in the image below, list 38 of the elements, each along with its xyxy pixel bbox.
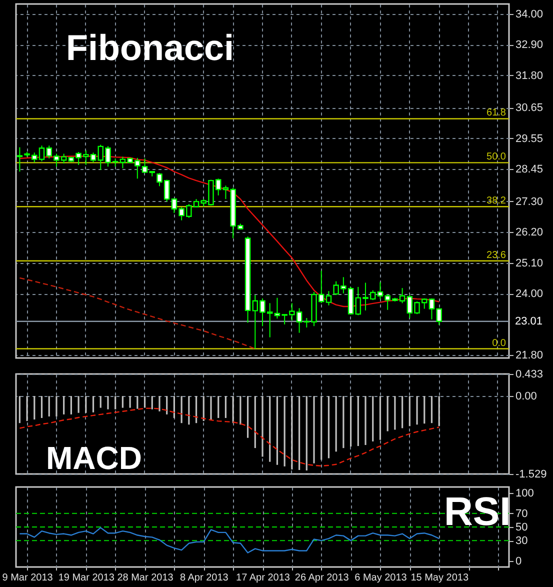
y-tick-label: 28.45	[516, 164, 544, 176]
x-tick-label: 8 Apr 2013	[180, 572, 229, 584]
candlestick	[326, 290, 332, 306]
y-tick-label: 30	[516, 535, 528, 548]
annotation: Fibonacci	[66, 27, 234, 68]
x-tick-label: 17 Apr 2013	[236, 572, 290, 584]
y-tick-label: 25.10	[516, 257, 544, 270]
line-series	[19, 277, 256, 350]
y-tick-label: 0.00	[516, 390, 537, 403]
x-tick-label: 19 Mar 2013	[58, 572, 115, 584]
ref-line-label: 23.01	[515, 315, 543, 328]
annotation: 50.0	[486, 152, 506, 163]
y-tick-label: 27.30	[516, 196, 544, 208]
annotation: 61.8	[486, 108, 506, 119]
y-tick-label: -1.529	[516, 468, 547, 480]
y-tick-label: 29.55	[516, 132, 544, 145]
y-tick-label: 26.20	[516, 226, 544, 239]
y-tick-label: 70	[516, 508, 528, 520]
y-tick-label: 30.65	[516, 102, 544, 114]
y-tick-label: 32.90	[516, 39, 544, 52]
x-tick-label: 6 May 2013	[354, 572, 408, 584]
y-tick-label: 0	[516, 555, 522, 568]
annotation: 23.6	[486, 250, 506, 261]
y-tick-label: 0.433	[516, 368, 544, 380]
x-tick-label: 28 Mar 2013	[117, 572, 174, 584]
y-tick-label: 24.00	[516, 288, 544, 300]
y-tick-label: 31.80	[516, 70, 544, 82]
y-tick-label: 34.00	[516, 8, 544, 20]
line-series	[19, 527, 440, 554]
y-tick-label: 50	[516, 522, 528, 534]
y-tick-label: 21.80	[516, 350, 544, 362]
annotation: 38.2	[486, 196, 506, 207]
x-tick-label: 15 May 2013	[410, 572, 469, 584]
x-tick-label: 9 Mar 2013	[2, 572, 54, 584]
annotation: 0.0	[492, 338, 506, 349]
annotation: MACD	[46, 440, 142, 476]
y-tick-label: 100	[516, 488, 534, 500]
x-tick-label: 26 Apr 2013	[294, 572, 350, 584]
